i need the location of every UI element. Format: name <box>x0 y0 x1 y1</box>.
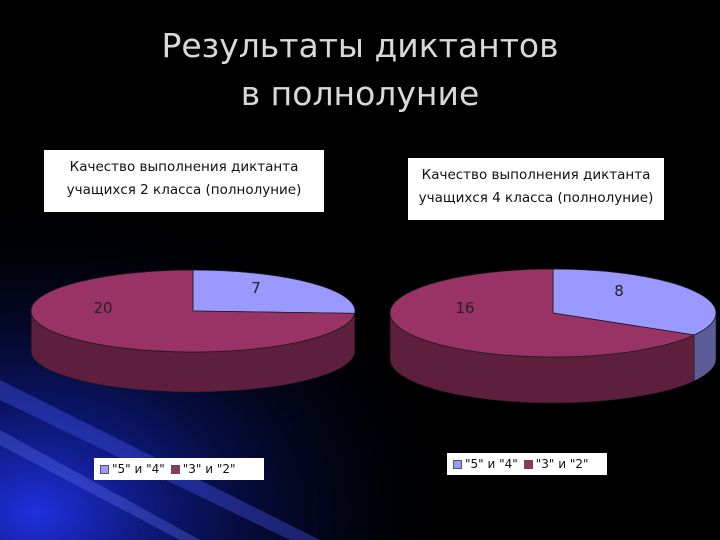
legend-1-swatch-b <box>170 464 180 474</box>
slide-title-line-1: Результаты диктантов <box>161 26 559 65</box>
pie-2-slice-a <box>552 268 717 336</box>
chart-1-legend: "5" и "4" "3" и "2" <box>94 458 264 480</box>
legend-2-label-a: "5" и "4" <box>465 457 518 471</box>
legend-1-item-b: "3" и "2" <box>170 462 236 476</box>
pie-1-data-label-b: 20 <box>93 299 112 317</box>
chart-2-title: Качество выполнения диктанта учащихся 4 … <box>408 158 664 220</box>
legend-2-label-b: "3" и "2" <box>535 457 589 471</box>
legend-2-item-b: "3" и "2" <box>523 457 589 471</box>
legend-2-swatch-a <box>453 459 462 469</box>
chart-1-title: Качество выполнения диктанта учащихся 2 … <box>44 150 324 212</box>
pie-1-data-label-a: 7 <box>251 279 261 297</box>
slide-title-line-2: в полнолуние <box>240 74 480 113</box>
pie-chart-1: 7 20 <box>30 269 356 393</box>
pie-2-data-label-a: 8 <box>614 282 624 300</box>
pie-1-slice-a <box>192 269 356 314</box>
pie-2-slice-b <box>389 268 696 358</box>
legend-1-swatch-a <box>100 464 109 474</box>
chart-2-title-line-2: учащихся 4 класса (полнолуние) <box>418 190 654 206</box>
chart-2-title-line-1: Качество выполнения диктанта <box>421 167 651 183</box>
chart-1-title-line-1: Качество выполнения диктанта <box>69 159 299 175</box>
legend-1-label-b: "3" и "2" <box>182 462 236 476</box>
pie-1-slice-b <box>30 269 356 353</box>
legend-1-label-a: "5" и "4" <box>112 462 165 476</box>
pie-chart-2: 8 16 <box>389 268 717 404</box>
legend-2-item-a: "5" и "4" <box>453 457 518 471</box>
legend-1-item-a: "5" и "4" <box>100 462 165 476</box>
slide-title: Результаты диктантов в полнолуние <box>120 22 600 118</box>
chart-2-legend: "5" и "4" "3" и "2" <box>447 453 607 475</box>
legend-2-swatch-b <box>523 459 533 469</box>
chart-1-title-line-2: учащихся 2 класса (полнолуние) <box>66 182 302 198</box>
pie-2-data-label-b: 16 <box>455 299 474 317</box>
